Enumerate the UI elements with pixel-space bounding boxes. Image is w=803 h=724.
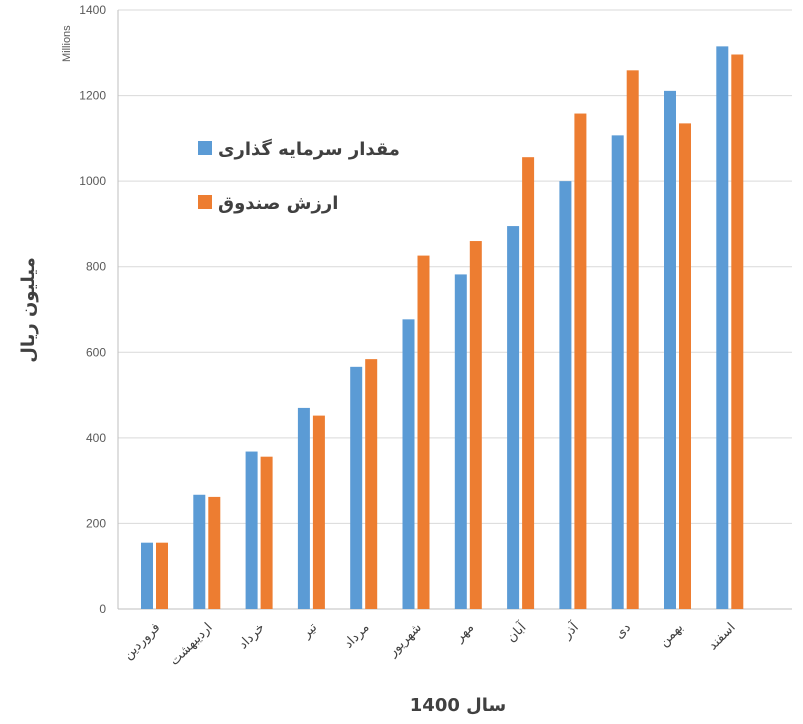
bars	[141, 46, 744, 610]
bar-series-1-0	[141, 542, 153, 609]
bar-series-1-5	[402, 319, 415, 609]
x-tick-label: بهمن	[657, 620, 687, 650]
bar-series-2-6	[469, 241, 482, 610]
bar-series-1-8	[559, 181, 572, 609]
bar-series-2-3	[312, 415, 325, 609]
y-tick-label: 1200	[79, 89, 106, 103]
bar-series-2-4	[365, 359, 378, 609]
y-tick-label: 200	[86, 516, 106, 530]
bar-series-2-11	[731, 54, 744, 610]
x-tick-label: فروردین	[121, 620, 164, 663]
x-tick-label: مرداد	[341, 620, 372, 651]
y-tick-label: 600	[86, 345, 106, 359]
x-tick-label: اردیبهشت	[167, 620, 215, 668]
bar-series-1-11	[716, 46, 729, 609]
bar-series-2-5	[417, 255, 430, 609]
y-tick-label: 800	[86, 260, 106, 274]
x-tick-label: آبان	[503, 618, 531, 646]
bar-series-1-7	[507, 226, 520, 609]
bar-series-1-4	[350, 366, 363, 609]
y-tick-label: 0	[99, 602, 106, 616]
bar-series-2-0	[156, 542, 168, 609]
x-tick-label: خرداد	[236, 620, 268, 652]
y-tick-label: 1400	[79, 3, 106, 17]
x-tick-label: اسفند	[706, 620, 739, 653]
y-axis-ticks: 0 200 400 600 800 1000 1200 1400	[79, 3, 106, 616]
y-units-label: Millions	[61, 25, 73, 62]
bar-series-1-3	[297, 407, 310, 609]
x-tick-label: شهریور	[385, 620, 425, 660]
y-tick-label: 1000	[79, 174, 106, 188]
x-tick-label: دی	[612, 620, 634, 642]
x-tick-label: مهر	[452, 620, 478, 646]
bar-series-1-10	[664, 90, 676, 610]
legend-swatch-series-1	[198, 141, 212, 155]
x-axis-ticks: فروردین اردیبهشت خرداد تیر مرداد شهریور مهر آبا…	[121, 618, 739, 669]
bar-series-1-1	[193, 494, 206, 609]
legend-swatch-series-2	[198, 195, 212, 209]
bar-series-1-2	[245, 451, 258, 609]
x-tick-label: آذر	[558, 618, 583, 643]
bar-series-1-9	[611, 135, 624, 610]
bar-series-2-2	[260, 456, 273, 609]
legend-label-series-1: مقدار سرمایه گذاری	[218, 138, 400, 160]
x-tick-label: تیر	[299, 620, 321, 642]
x-axis-title: سال 1400	[410, 695, 506, 716]
bar-series-2-7	[522, 157, 535, 609]
y-tick-label: 400	[86, 431, 106, 445]
y-axis-title: میلیون ریال	[18, 257, 39, 363]
bar-series-1-6	[454, 274, 467, 609]
bar-series-2-9	[626, 70, 639, 609]
bar-series-2-8	[574, 113, 587, 609]
legend-label-series-2: ارزش صندوق	[218, 193, 338, 214]
legend: مقدار سرمایه گذاری ارزش صندوق	[198, 138, 400, 214]
bar-series-2-10	[679, 123, 691, 609]
bar-series-2-1	[208, 496, 221, 609]
